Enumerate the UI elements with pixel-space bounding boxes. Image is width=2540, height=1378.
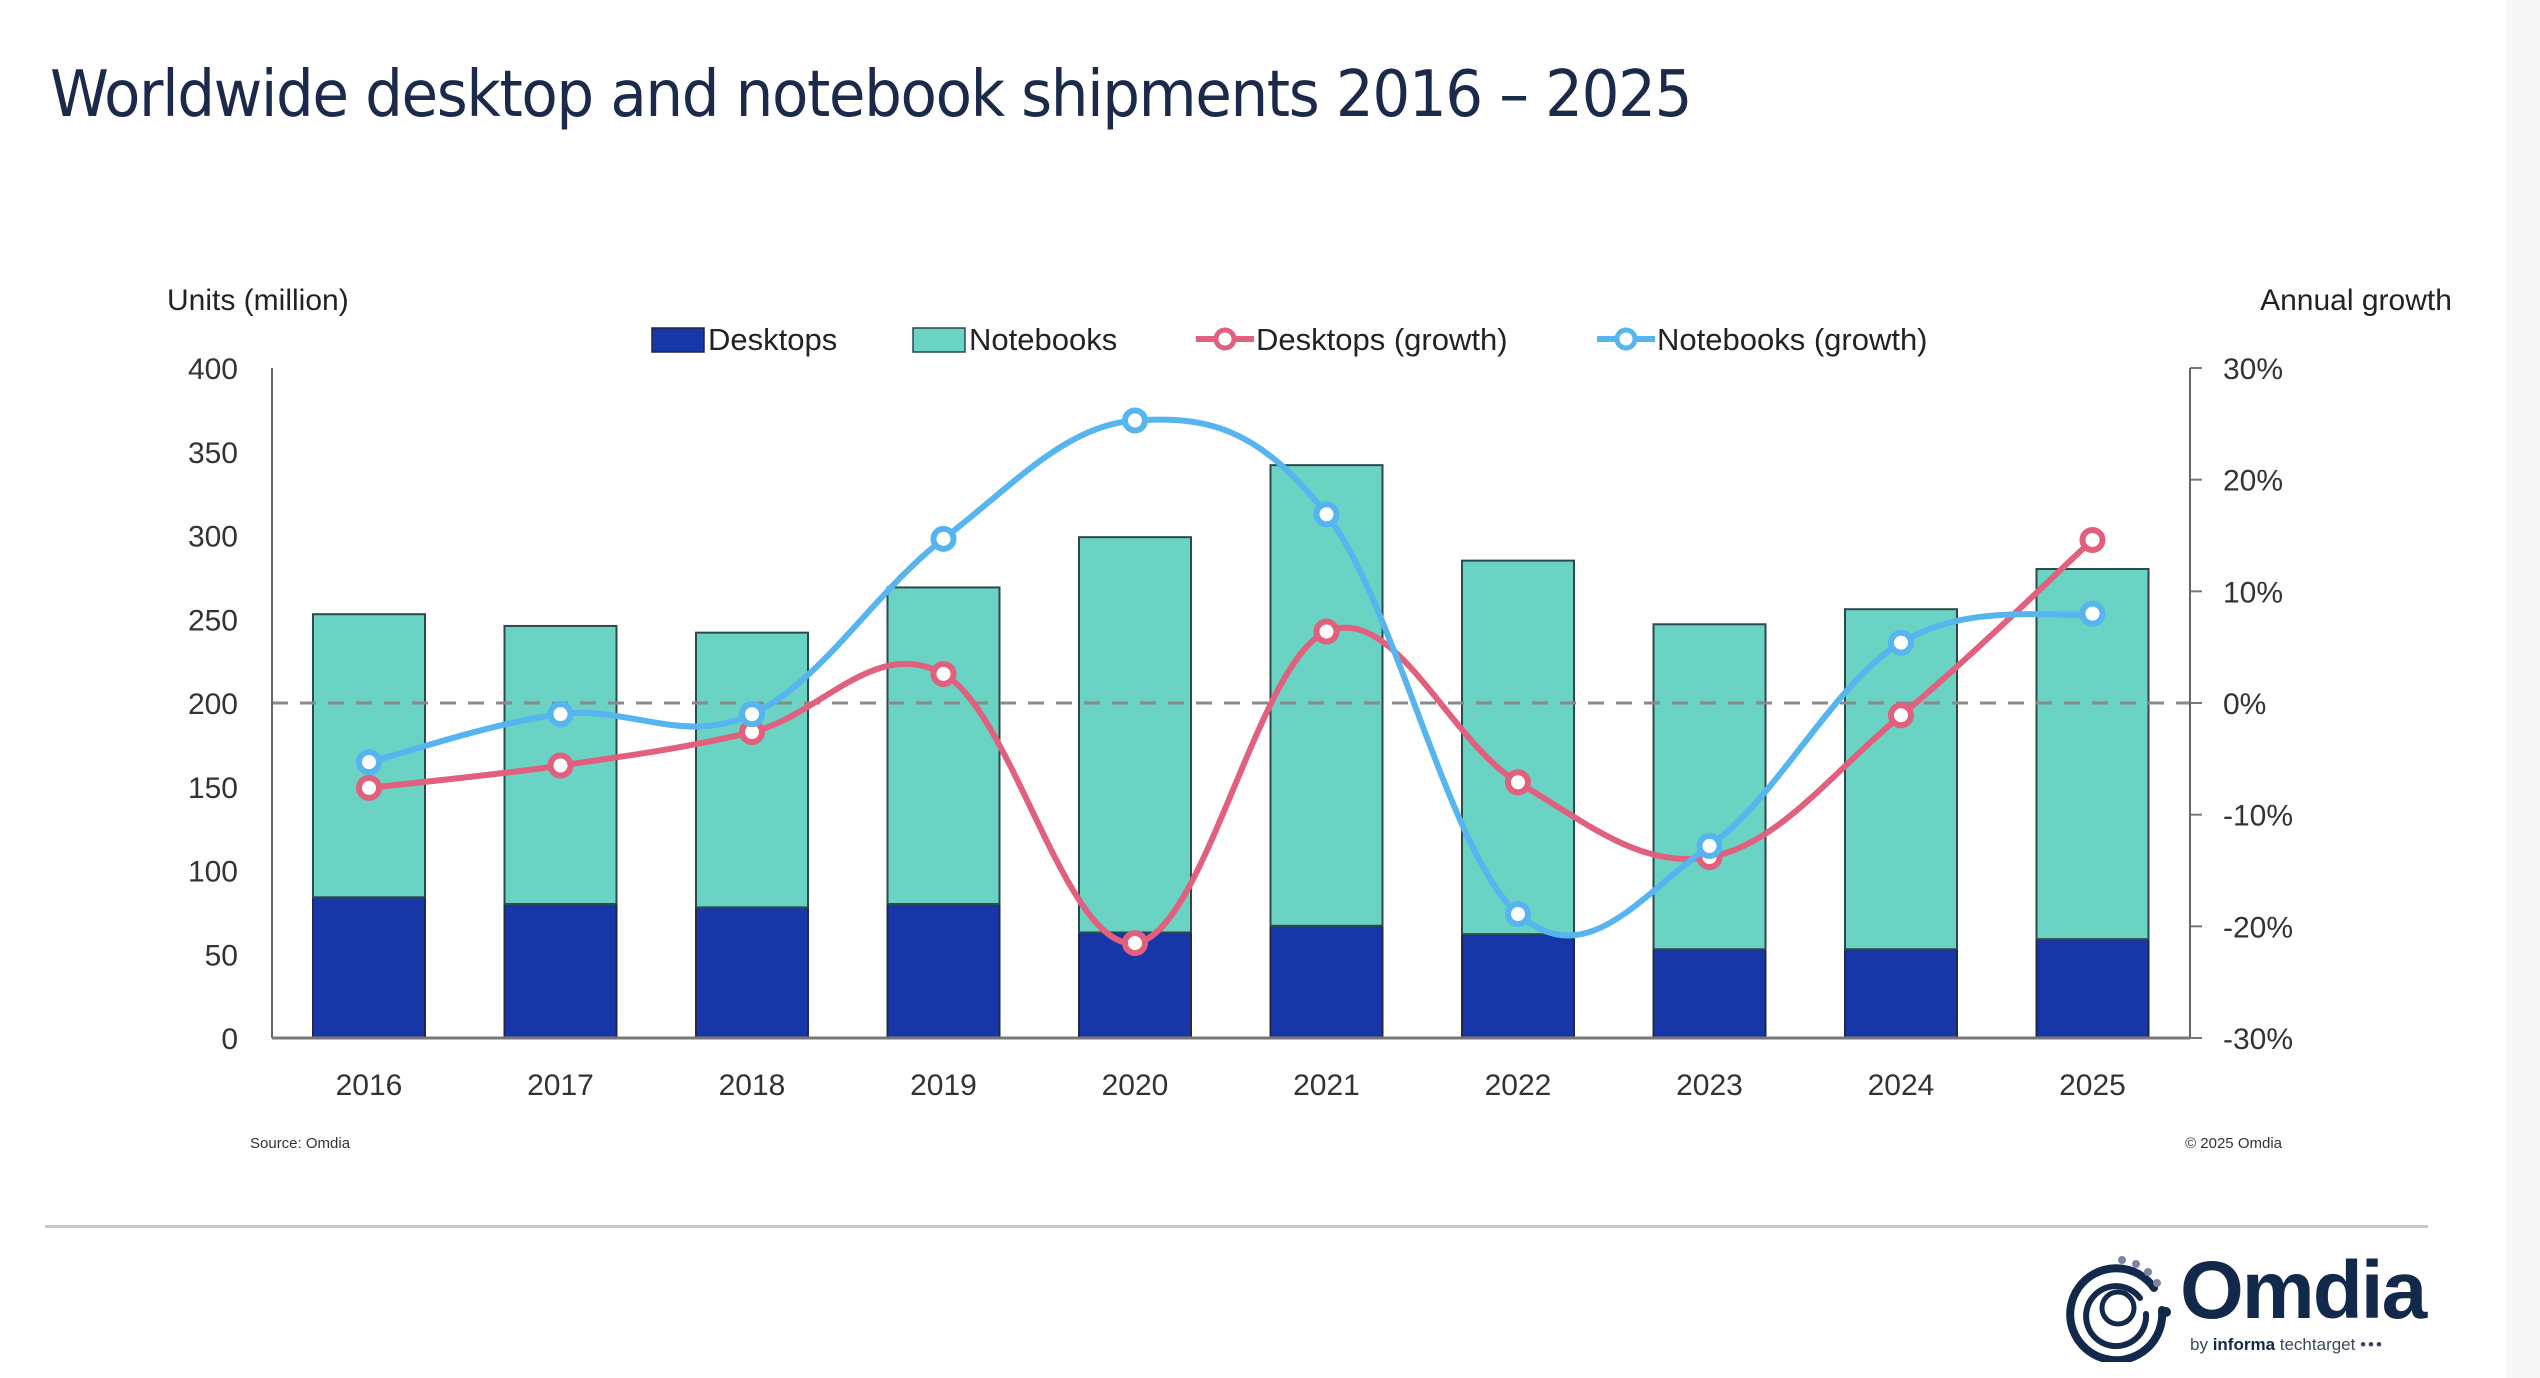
right-tick-label: -10% xyxy=(2223,800,2293,833)
tagline-suffix: techtarget xyxy=(2275,1335,2356,1354)
legend-label-desktops-growth: Desktops (growth) xyxy=(1256,322,1508,357)
desktops-growth-line xyxy=(368,537,2095,947)
bar-desktops xyxy=(695,906,809,1039)
footer-divider xyxy=(45,1225,2428,1228)
bar-desktops xyxy=(1652,948,1767,1039)
left-tick-label: 250 xyxy=(188,604,238,637)
right-tick-label: -30% xyxy=(2223,1023,2293,1056)
right-tick-label: -20% xyxy=(2223,911,2293,944)
legend-swatch-desktops xyxy=(651,327,705,353)
x-tick-label: 2016 xyxy=(336,1069,403,1102)
right-axis-title: Annual growth xyxy=(2260,284,2452,317)
bar-notebooks xyxy=(1078,536,1192,934)
bar-desktops xyxy=(503,903,618,1039)
chart-title: Worldwide desktop and notebook shipments… xyxy=(50,58,1692,132)
bar-notebooks xyxy=(695,631,809,909)
omdia-logo: Omdia by informa techtarget ••• xyxy=(2062,1245,2432,1362)
notebooks-growth-point xyxy=(1505,901,1531,928)
x-axis-labels: 2016 2017 2018 2019 2020 2021 2022 2023 2024 2025 xyxy=(336,1069,2126,1102)
desktops-growth-point xyxy=(356,774,382,801)
notebooks-growth-line xyxy=(368,416,2093,939)
bar-desktops xyxy=(886,903,1001,1039)
x-tick-label: 2019 xyxy=(910,1069,977,1102)
page-edge-strip xyxy=(2506,0,2540,1378)
legend-label-notebooks: Notebooks xyxy=(969,322,1117,357)
left-axis-ticks: 0 50 100 150 200 250 300 350 400 xyxy=(188,353,238,1056)
x-tick-label: 2025 xyxy=(2059,1069,2126,1102)
notebooks-growth-point xyxy=(2079,600,2106,627)
desktops-growth-point xyxy=(547,752,574,779)
notebooks-growth-point xyxy=(1122,407,1148,434)
desktops-growth-point xyxy=(930,660,957,687)
legend-swatch-notebooks xyxy=(912,327,966,353)
x-tick-label: 2024 xyxy=(1868,1069,1935,1102)
omdia-logo-mark-icon xyxy=(2066,1256,2171,1362)
legend: Desktops Notebooks Desktops (growth) Notebo… xyxy=(651,322,1928,357)
left-tick-label: 0 xyxy=(221,1023,238,1056)
x-tick-label: 2020 xyxy=(1102,1069,1169,1102)
left-axis-title: Units (million) xyxy=(167,284,349,317)
left-tick-label: 100 xyxy=(188,856,238,889)
bar-desktops xyxy=(1461,933,1575,1040)
bar-notebooks xyxy=(1269,464,1384,927)
bar-desktops xyxy=(2035,938,2150,1039)
x-tick-label: 2017 xyxy=(527,1069,594,1102)
left-tick-label: 400 xyxy=(188,353,238,386)
omdia-logo-tagline: by informa techtarget ••• xyxy=(2190,1335,2384,1355)
legend-marker-desktops-growth xyxy=(1213,327,1237,351)
bar-notebooks xyxy=(2035,568,2150,941)
source-note: Source: Omdia xyxy=(250,1135,351,1152)
notebooks-growth-point xyxy=(930,525,957,552)
right-tick-label: 10% xyxy=(2223,576,2283,609)
bar-notebooks xyxy=(1652,623,1767,951)
bar-desktops xyxy=(1844,948,1958,1039)
right-axis-ticks: -30% -20% -10% 0% 10% 20% 30% xyxy=(2190,353,2293,1056)
x-tick-label: 2021 xyxy=(1293,1069,1360,1102)
x-tick-label: 2023 xyxy=(1676,1069,1743,1102)
legend-label-desktops: Desktops xyxy=(708,322,837,357)
copyright-note: © 2025 Omdia xyxy=(2185,1135,2283,1152)
notebooks-growth-point xyxy=(1696,832,1723,859)
omdia-logo-wordmark: Omdia xyxy=(2180,1245,2427,1336)
tagline-dots-icon: ••• xyxy=(2360,1335,2384,1354)
axes xyxy=(271,368,2191,1040)
bar-desktops xyxy=(1269,924,1384,1040)
desktops-growth-point xyxy=(1505,769,1531,796)
tagline-prefix: by xyxy=(2190,1335,2213,1354)
notebooks-growth-point xyxy=(739,701,765,728)
notebooks-growth-point xyxy=(356,749,382,776)
desktops-growth-point xyxy=(1888,702,1914,729)
bar-desktops xyxy=(312,896,426,1039)
left-tick-label: 200 xyxy=(188,688,238,721)
notebooks-growth-point xyxy=(1888,629,1914,656)
bars xyxy=(312,464,2150,1040)
bar-notebooks xyxy=(1844,608,1958,951)
desktops-growth-point xyxy=(1313,618,1340,645)
right-tick-label: 30% xyxy=(2223,353,2283,386)
notebooks-growth-point xyxy=(1313,501,1340,528)
x-tick-label: 2018 xyxy=(719,1069,786,1102)
notebooks-growth-point xyxy=(547,701,574,728)
right-tick-label: 0% xyxy=(2223,688,2266,721)
left-tick-label: 350 xyxy=(188,437,238,470)
bar-notebooks xyxy=(886,586,1001,905)
legend-marker-notebooks-growth xyxy=(1614,327,1638,351)
legend-label-notebooks-growth: Notebooks (growth) xyxy=(1657,322,1928,357)
x-tick-label: 2022 xyxy=(1485,1069,1552,1102)
desktops-growth-point xyxy=(2079,526,2106,553)
left-tick-label: 50 xyxy=(205,939,238,972)
left-tick-label: 150 xyxy=(188,772,238,805)
growth-lines xyxy=(356,407,2106,957)
desktops-growth-point xyxy=(1122,930,1148,957)
tagline-brand: informa xyxy=(2212,1335,2276,1354)
left-tick-label: 300 xyxy=(188,521,238,554)
right-tick-label: 20% xyxy=(2223,465,2283,498)
